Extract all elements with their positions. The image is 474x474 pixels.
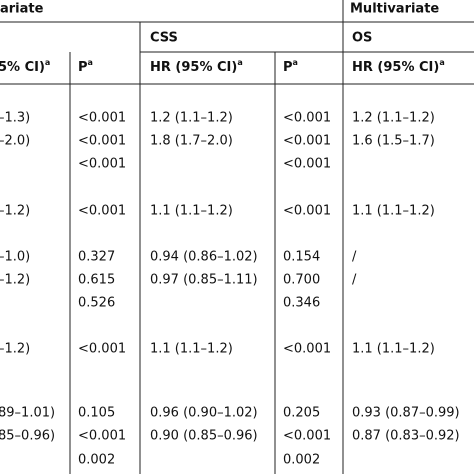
header-text: P (283, 60, 293, 75)
header-text: 5% CI) (0, 60, 45, 75)
superscript: a (293, 58, 298, 67)
cell: 85–0.96) (0, 429, 55, 444)
cell: –1.2) (0, 273, 30, 288)
cell: 1.1 (1.1–1.2) (352, 204, 435, 219)
cell: 0.90 (0.85–0.96) (150, 429, 258, 444)
sub-header: CSS (150, 31, 178, 46)
column-header: HR (95% CI)a (352, 58, 445, 75)
cell: 0.97 (0.85–1.11) (150, 273, 258, 288)
cell: <0.001 (78, 134, 126, 149)
cell: 0.94 (0.86–1.02) (150, 250, 258, 265)
superscript: a (45, 58, 50, 67)
cell: 1.2 (1.1–1.2) (352, 111, 435, 126)
cell: 1.2 (1.1–1.2) (150, 111, 233, 126)
header-text: HR (95% CI) (352, 60, 439, 75)
cell: 0.327 (78, 250, 115, 265)
cell: 0.002 (283, 453, 320, 468)
cell: <0.001 (283, 342, 331, 357)
cell: / (352, 273, 357, 288)
cell: 0.154 (283, 250, 320, 265)
cell: –1.2) (0, 204, 30, 219)
cell: 0.205 (283, 406, 320, 421)
cell: <0.001 (78, 342, 126, 357)
cell: 89–1.01) (0, 406, 55, 421)
cell: 0.615 (78, 273, 115, 288)
cell: <0.001 (283, 134, 331, 149)
cell: 0.346 (283, 296, 320, 311)
cell: 0.700 (283, 273, 320, 288)
cell: 1.8 (1.7–2.0) (150, 134, 233, 149)
cell: 0.002 (78, 453, 115, 468)
superscript: a (237, 58, 242, 67)
cell: <0.001 (78, 157, 126, 172)
cell: 0.87 (0.83–0.92) (352, 429, 460, 444)
cell: –1.2) (0, 342, 30, 357)
cell: <0.001 (78, 429, 126, 444)
superscript: a (439, 58, 444, 67)
cell: –2.0) (0, 134, 30, 149)
cell: / (352, 250, 357, 265)
group-header: ariate (0, 2, 44, 17)
cell: <0.001 (283, 429, 331, 444)
cell: –1.3) (0, 111, 30, 126)
cell: 0.526 (78, 296, 115, 311)
header-text: P (78, 60, 88, 75)
column-header: 5% CI)a (0, 58, 50, 75)
cell: <0.001 (78, 111, 126, 126)
cell: 1.1 (1.1–1.2) (150, 342, 233, 357)
group-header: Multivariate (350, 2, 439, 17)
header-text: HR (95% CI) (150, 60, 237, 75)
cell: 0.105 (78, 406, 115, 421)
cell: <0.001 (78, 204, 126, 219)
cell: 1.6 (1.5–1.7) (352, 134, 435, 149)
column-header: Pa (78, 58, 93, 75)
cell: 0.93 (0.87–0.99) (352, 406, 460, 421)
sub-header: OS (352, 31, 372, 46)
cell: 0.96 (0.90–1.02) (150, 406, 258, 421)
cell: 1.1 (1.1–1.2) (150, 204, 233, 219)
column-header: HR (95% CI)a (150, 58, 243, 75)
cell: <0.001 (283, 111, 331, 126)
cell: –1.0) (0, 250, 30, 265)
superscript: a (88, 58, 93, 67)
column-header: Pa (283, 58, 298, 75)
cell: 1.1 (1.1–1.2) (352, 342, 435, 357)
cell: <0.001 (283, 157, 331, 172)
cell: <0.001 (283, 204, 331, 219)
